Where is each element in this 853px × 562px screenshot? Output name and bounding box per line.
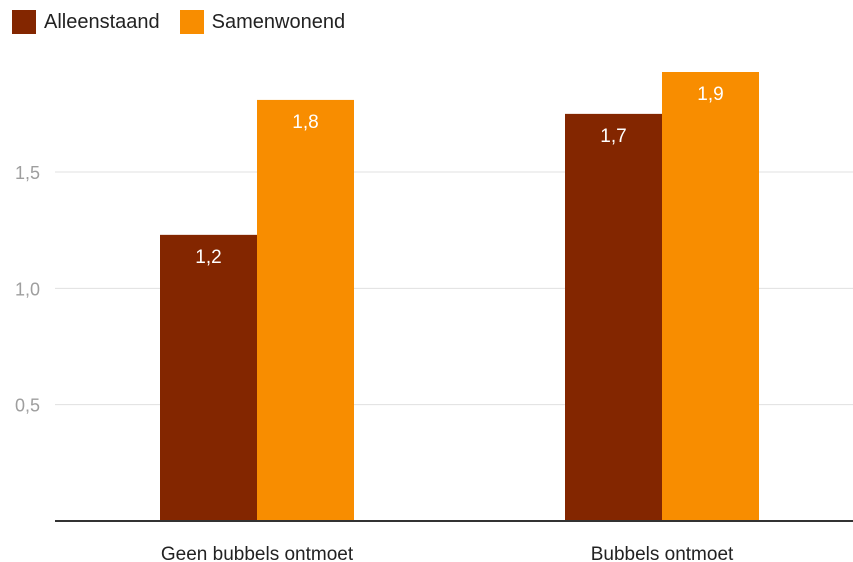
legend-label-samenwonend: Samenwonend	[211, 10, 346, 33]
data-label: 1,9	[697, 84, 723, 105]
legend-item-alleenstaand: Alleenstaand	[12, 10, 160, 34]
y-tick-label: 1,0	[15, 279, 40, 299]
data-label: 1,8	[292, 112, 318, 133]
bar-samenwonend	[662, 72, 759, 521]
y-tick-label: 0,5	[15, 396, 40, 416]
legend-swatch-alleenstaand	[12, 10, 36, 34]
legend-swatch-samenwonend	[179, 10, 204, 34]
legend-item-samenwonend: Samenwonend	[179, 10, 346, 34]
bar-alleenstaand	[565, 113, 662, 522]
data-label: 1,7	[600, 126, 626, 147]
legend: Alleenstaand Samenwonend	[12, 10, 365, 34]
x-tick-label: Geen bubbels ontmoet	[161, 544, 354, 562]
data-label: 1,2	[195, 247, 221, 268]
y-tick-label: 1,5	[15, 163, 40, 183]
legend-label-alleenstaand: Alleenstaand	[44, 10, 160, 33]
x-tick-label: Bubbels ontmoet	[591, 544, 734, 562]
bar-samenwonend	[257, 99, 354, 521]
bar-alleenstaand	[160, 234, 257, 522]
